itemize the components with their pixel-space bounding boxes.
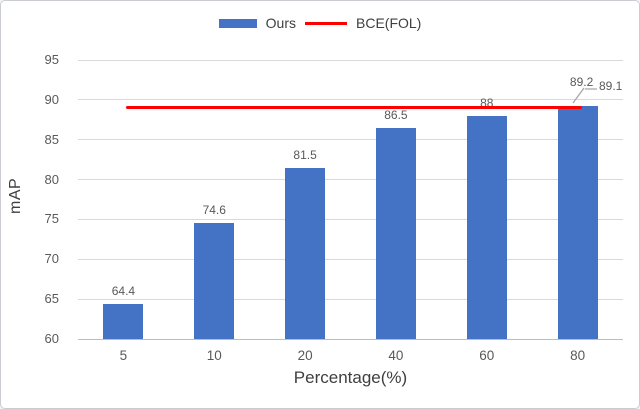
- gridline: [78, 218, 623, 220]
- gridline: [78, 59, 623, 61]
- y-axis-tick-label: 90: [44, 91, 59, 107]
- x-axis-tick-label: 20: [297, 348, 313, 363]
- gridline: [78, 99, 623, 101]
- bar-data-label: 81.5: [293, 147, 317, 162]
- x-axis-tick-label: 40: [388, 348, 404, 363]
- gridline: [78, 139, 623, 141]
- legend-label-ours: Ours: [265, 15, 296, 31]
- x-axis-tick-label: 60: [479, 348, 495, 363]
- gridline: [78, 258, 623, 260]
- legend-line-bce: [305, 21, 347, 25]
- bar-data-label: 74.6: [202, 202, 226, 217]
- y-axis-tick-label: 60: [44, 331, 59, 346]
- y-axis-tick-label: 65: [44, 291, 59, 307]
- y-axis-title: mAP: [7, 177, 24, 215]
- bar-data-label: 86.5: [384, 107, 408, 122]
- gridline: [78, 298, 623, 300]
- bar-20pct: [285, 167, 326, 339]
- legend-label-bce: BCE(FOL): [356, 15, 422, 31]
- x-axis-tick-label: 5: [119, 348, 128, 363]
- y-axis-tick-label: 85: [44, 131, 59, 147]
- legend: Ours BCE(FOL): [1, 13, 639, 33]
- bar-80pct: [557, 106, 598, 339]
- x-axis-title: Percentage(%): [293, 368, 408, 387]
- bar-data-label-moved: 89.2: [569, 75, 594, 89]
- bar-40pct: [375, 127, 416, 339]
- leader-line-bar-label: [572, 87, 585, 104]
- y-axis-tick-label: 95: [44, 52, 59, 67]
- x-axis-tick-label: 10: [206, 348, 222, 363]
- legend-swatch-ours: [218, 18, 257, 28]
- bar-5pct: [103, 303, 144, 339]
- y-axis-tick-label: 80: [44, 171, 59, 187]
- bar-10pct: [194, 222, 235, 339]
- y-axis-tick-label: 75: [44, 211, 59, 227]
- gridline: [78, 179, 623, 181]
- bar-60pct: [466, 115, 507, 339]
- bar-data-label: 64.4: [111, 283, 136, 298]
- x-axis-line: [78, 339, 623, 340]
- bce-fol-line: [126, 105, 582, 109]
- line-data-label: 89.1: [599, 79, 623, 93]
- x-axis-tick-label: 80: [570, 348, 586, 363]
- y-axis-tick-label: 70: [44, 251, 59, 267]
